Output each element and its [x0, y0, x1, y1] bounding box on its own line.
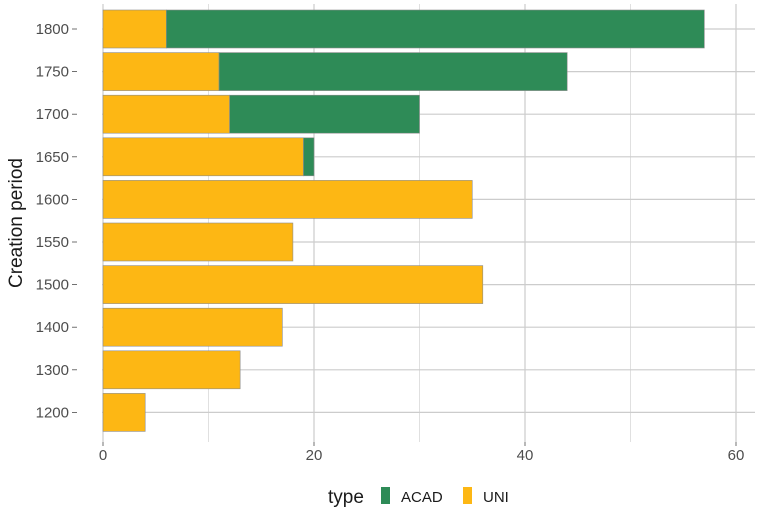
- x-tick-label: 60: [728, 447, 745, 464]
- legend-label-uni: UNI: [483, 489, 509, 506]
- y-tick-label: 1550: [36, 234, 69, 251]
- bar-uni-1400: [102, 307, 283, 347]
- y-tick-label: 1800: [36, 21, 69, 38]
- bar-uni-1600: [102, 180, 473, 219]
- legend-label-acad: ACAD: [401, 489, 443, 506]
- legend-key-acad: [381, 487, 390, 504]
- x-tick-label: 0: [99, 447, 107, 464]
- bar-uni-1300: [102, 350, 241, 390]
- x-tick-label: 40: [517, 447, 534, 464]
- y-tick-label: 1200: [36, 404, 69, 421]
- y-tick-label: 1500: [36, 277, 69, 294]
- bar-acad-1650: [303, 137, 315, 177]
- bar-uni-1200: [102, 393, 146, 432]
- x-axis-ticks: 0 20 40 60: [99, 442, 745, 464]
- bar-uni-1750: [102, 52, 220, 91]
- bar-uni-1800: [102, 9, 167, 49]
- bar-acad-1750: [218, 52, 568, 91]
- x-tick-label: 20: [306, 447, 323, 464]
- y-tick-label: 1700: [36, 106, 69, 123]
- legend: type ACAD UNI: [328, 487, 509, 508]
- bars: [102, 9, 705, 432]
- y-tick-label: 1300: [36, 362, 69, 379]
- y-tick-label: 1600: [36, 191, 69, 208]
- y-axis-ticks: 1200 1300 1400 1500 1550 1600 1650 1700 1750 1800: [36, 21, 77, 421]
- bar-uni-1650: [102, 137, 304, 177]
- bar-acad-1700: [229, 94, 420, 134]
- y-tick-label: 1750: [36, 64, 69, 81]
- bar-uni-1500: [102, 265, 484, 304]
- bar-uni-1700: [102, 94, 230, 134]
- legend-title: type: [328, 487, 364, 508]
- y-tick-label: 1650: [36, 149, 69, 166]
- bar-acad-1800: [166, 9, 705, 49]
- bar-uni-1550: [102, 222, 294, 262]
- y-axis-title: Creation period: [6, 158, 27, 288]
- legend-key-uni: [463, 487, 472, 504]
- legend-items: ACAD UNI: [381, 487, 509, 506]
- y-tick-label: 1400: [36, 319, 69, 336]
